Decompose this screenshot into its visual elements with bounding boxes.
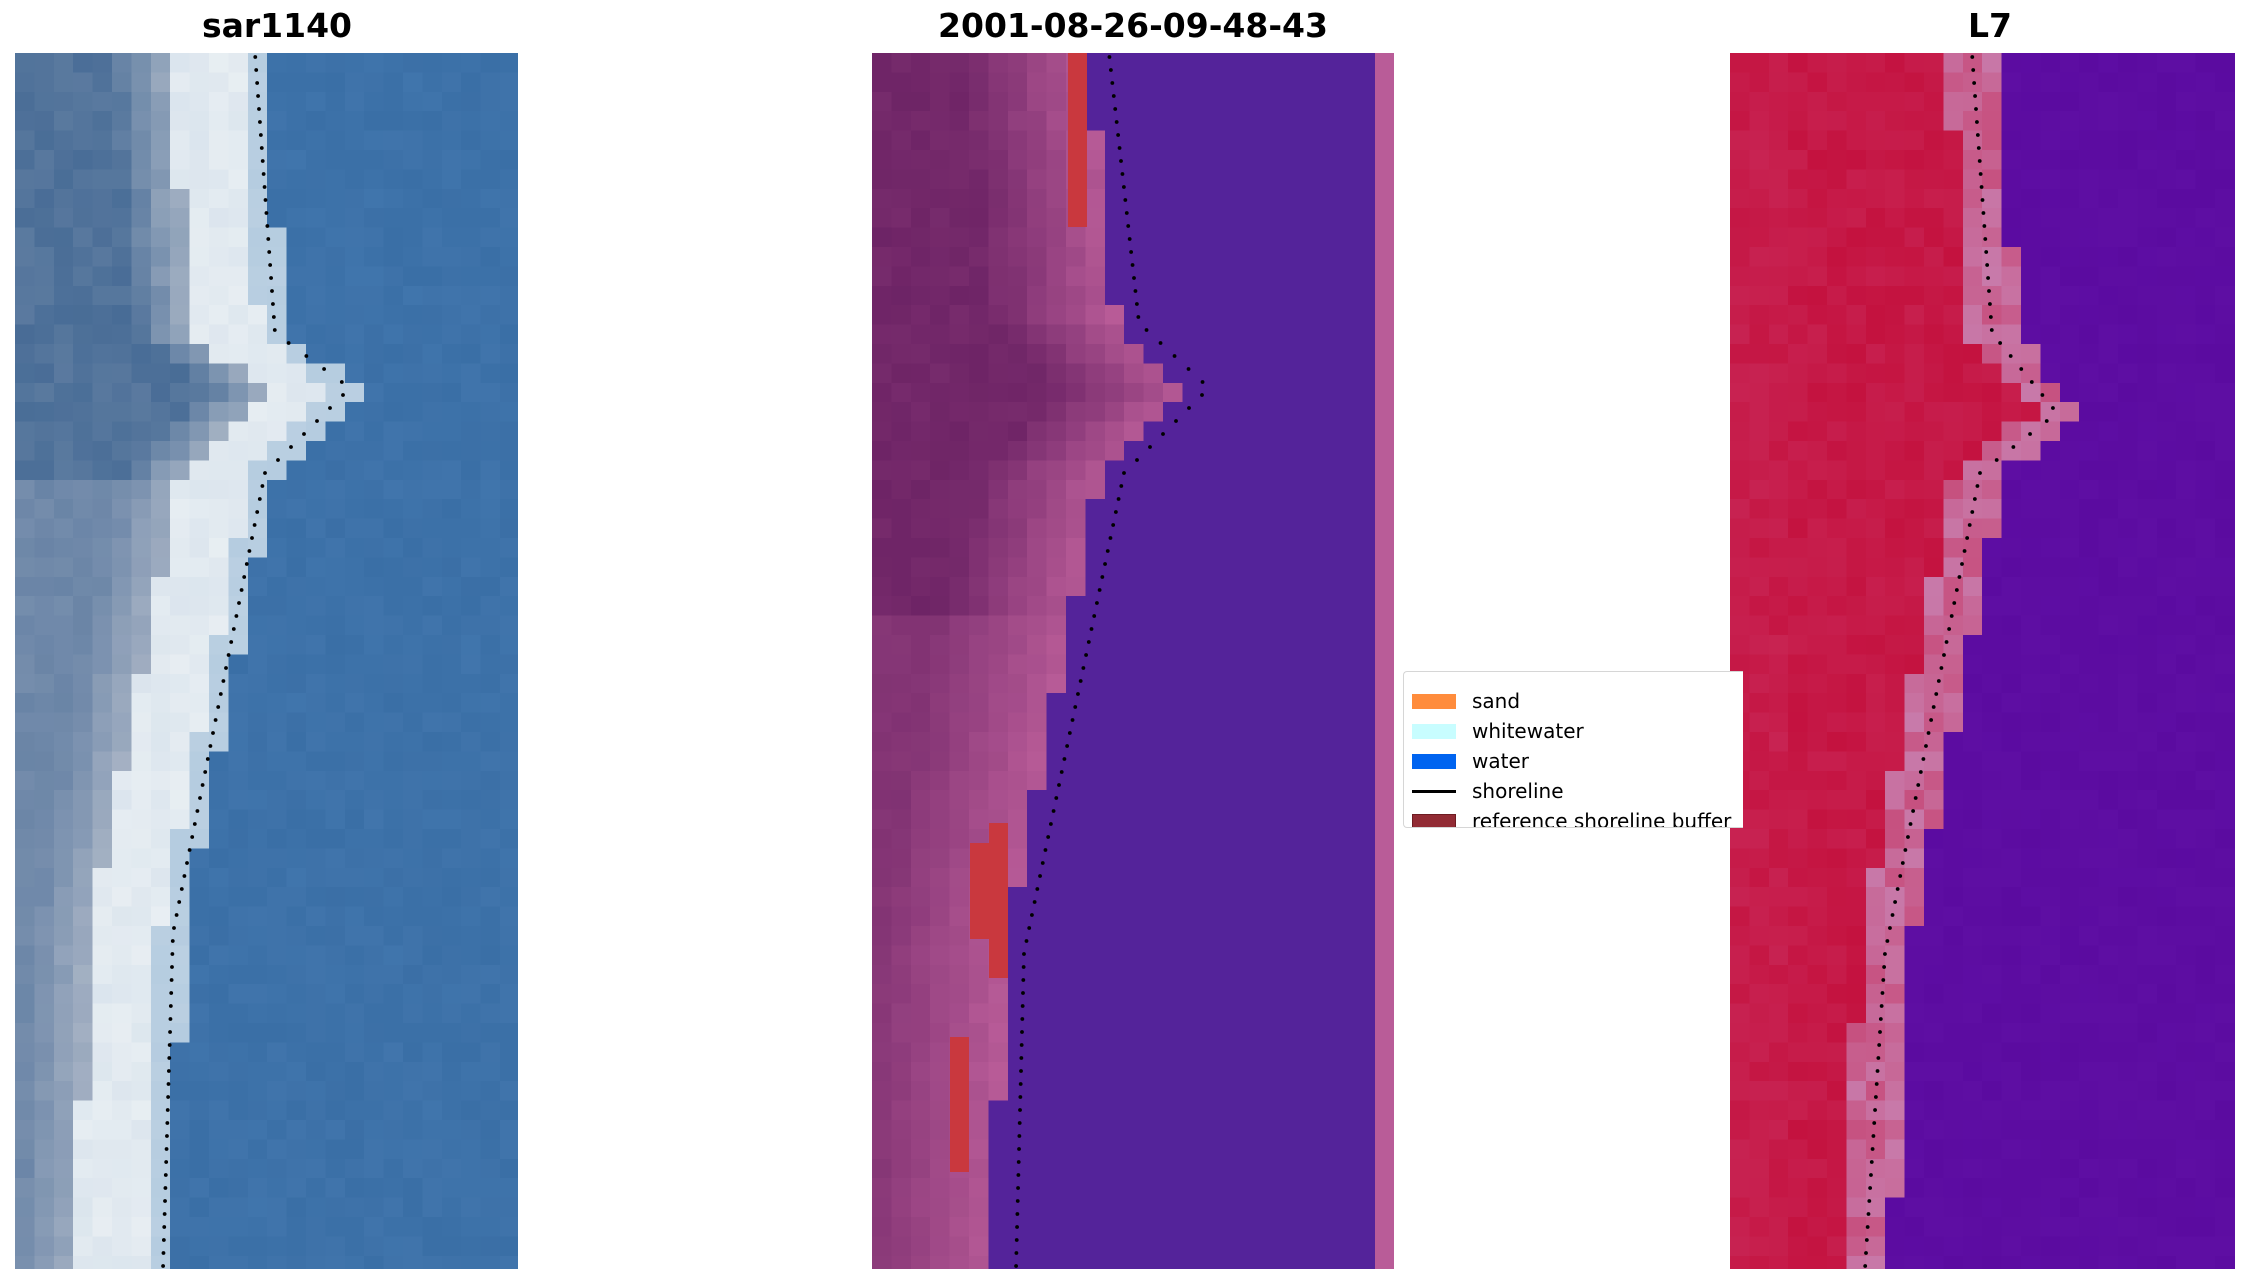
legend-buffer-label: reference shoreline buffer xyxy=(1472,809,1732,828)
index-image xyxy=(1730,53,2235,1269)
legend-sand-swatch xyxy=(1412,693,1456,709)
right-edge-strip xyxy=(1375,53,1394,1269)
legend-water-label: water xyxy=(1472,749,1529,773)
panel-title-1: sar1140 xyxy=(201,6,353,45)
legend-whitewater-swatch xyxy=(1412,723,1456,739)
legend-item-buffer: reference shoreline buffer xyxy=(1412,809,1732,828)
legend-water-swatch xyxy=(1412,753,1456,769)
legend-item-sand: sand xyxy=(1412,689,1520,713)
legend-item-water: water xyxy=(1412,749,1529,773)
panel-title-3: L7 xyxy=(1968,6,2012,45)
rgb-image-panel xyxy=(15,53,518,1269)
legend-shoreline-label: shoreline xyxy=(1472,779,1564,803)
shoreline-line xyxy=(1014,55,1205,1268)
index-image-panel xyxy=(1730,53,2235,1269)
shoreline-line xyxy=(161,55,345,1268)
shoreline-line xyxy=(1863,55,2055,1268)
legend-shoreline-line xyxy=(1412,789,1456,793)
legend-whitewater-label: whitewater xyxy=(1472,719,1584,743)
rgb-image xyxy=(15,53,518,1269)
legend: sand whitewater water shoreline referenc… xyxy=(1403,671,1743,828)
reference-buffer-4 xyxy=(950,1037,969,1172)
legend-item-whitewater: whitewater xyxy=(1412,719,1584,743)
reference-buffer-1 xyxy=(1068,53,1087,227)
legend-item-shoreline: shoreline xyxy=(1412,779,1564,803)
reference-buffer-3 xyxy=(989,823,1008,978)
classified-image xyxy=(872,53,1394,1269)
panel-title-2: 2001-08-26-09-48-43 xyxy=(938,6,1328,45)
legend-sand-label: sand xyxy=(1472,689,1521,713)
classified-image-panel xyxy=(872,53,1394,1269)
legend-buffer-swatch xyxy=(1412,813,1456,827)
